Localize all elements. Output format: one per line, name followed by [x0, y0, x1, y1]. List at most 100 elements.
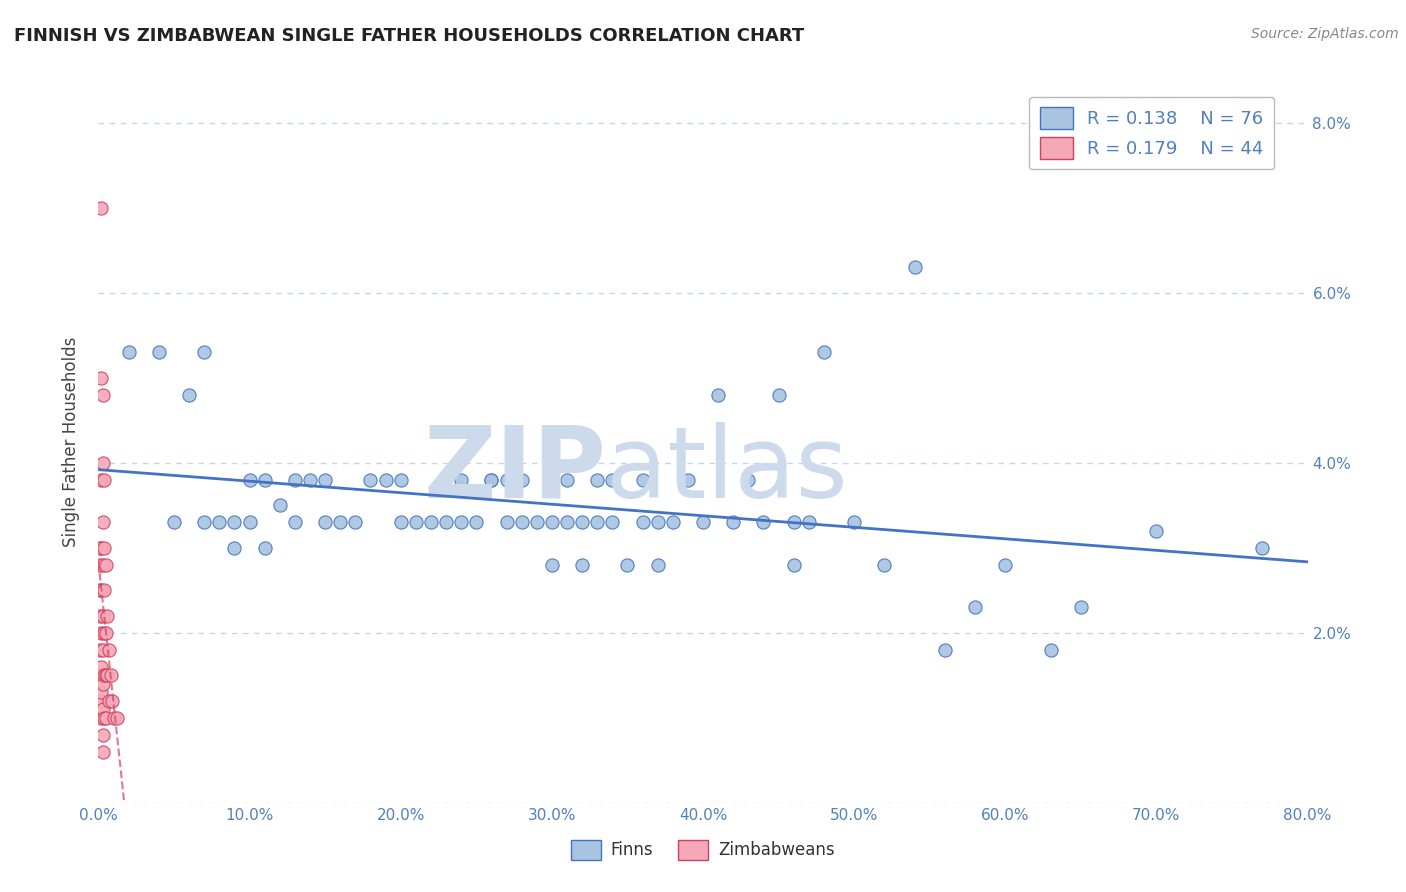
Point	[94, 558, 117, 572]
Point	[224, 541, 246, 555]
Point	[90, 685, 112, 699]
Point	[98, 642, 121, 657]
Point	[93, 473, 115, 487]
Point	[90, 201, 112, 215]
Point	[571, 558, 593, 572]
Point	[96, 668, 118, 682]
Point	[314, 473, 336, 487]
Point	[89, 541, 111, 555]
Point	[89, 558, 111, 572]
Point	[934, 642, 956, 657]
Point	[208, 516, 231, 530]
Point	[91, 388, 114, 402]
Point	[91, 516, 114, 530]
Point	[510, 516, 533, 530]
Point	[768, 388, 790, 402]
Point	[93, 625, 115, 640]
Point	[631, 516, 654, 530]
Point	[707, 388, 730, 402]
Point	[329, 516, 352, 530]
Point	[89, 583, 111, 598]
Point	[661, 516, 683, 530]
Point	[571, 516, 593, 530]
Point	[647, 558, 669, 572]
Point	[89, 668, 111, 682]
Point	[239, 473, 262, 487]
Point	[179, 388, 201, 402]
Point	[540, 516, 562, 530]
Point	[737, 473, 759, 487]
Point	[586, 473, 609, 487]
Point	[844, 516, 866, 530]
Point	[94, 668, 117, 682]
Point	[239, 516, 262, 530]
Point	[797, 516, 820, 530]
Point	[510, 473, 533, 487]
Point	[405, 516, 427, 530]
Point	[495, 516, 517, 530]
Point	[555, 473, 578, 487]
Point	[193, 345, 215, 359]
Point	[103, 711, 125, 725]
Point	[90, 711, 112, 725]
Point	[420, 516, 443, 530]
Point	[284, 473, 307, 487]
Point	[93, 583, 115, 598]
Point	[692, 516, 714, 530]
Point	[89, 608, 111, 623]
Point	[965, 600, 987, 615]
Point	[253, 541, 276, 555]
Point	[450, 516, 472, 530]
Point	[1070, 600, 1092, 615]
Point	[873, 558, 896, 572]
Point	[602, 473, 624, 487]
Point	[783, 558, 806, 572]
Point	[344, 516, 367, 530]
Point	[93, 541, 115, 555]
Point	[89, 694, 111, 708]
Point	[586, 516, 609, 530]
Point	[360, 473, 382, 487]
Point	[90, 473, 112, 487]
Point	[89, 642, 111, 657]
Point	[994, 558, 1017, 572]
Point	[783, 516, 806, 530]
Point	[94, 625, 117, 640]
Point	[253, 473, 276, 487]
Point	[148, 345, 170, 359]
Point	[193, 516, 215, 530]
Point	[118, 345, 141, 359]
Point	[91, 702, 114, 716]
Point	[434, 516, 457, 530]
Point	[91, 558, 114, 572]
Point	[94, 711, 117, 725]
Point	[105, 711, 128, 725]
Point	[904, 260, 927, 275]
Point	[90, 583, 112, 598]
Point	[616, 558, 638, 572]
Point	[676, 473, 699, 487]
Point	[91, 456, 114, 470]
Point	[1251, 541, 1274, 555]
Point	[647, 516, 669, 530]
Point	[555, 516, 578, 530]
Point	[163, 516, 186, 530]
Point	[90, 541, 112, 555]
Point	[495, 473, 517, 487]
Point	[540, 473, 562, 487]
Point	[91, 642, 114, 657]
Point	[813, 345, 835, 359]
Point	[752, 516, 775, 530]
Point	[481, 473, 503, 487]
Point	[1144, 524, 1167, 538]
Point	[91, 745, 114, 759]
Point	[91, 677, 114, 691]
Point	[1039, 642, 1062, 657]
Point	[91, 728, 114, 742]
Point	[93, 711, 115, 725]
Point	[98, 694, 121, 708]
Point	[90, 660, 112, 674]
Point	[91, 608, 114, 623]
Point	[631, 473, 654, 487]
Point	[723, 516, 745, 530]
